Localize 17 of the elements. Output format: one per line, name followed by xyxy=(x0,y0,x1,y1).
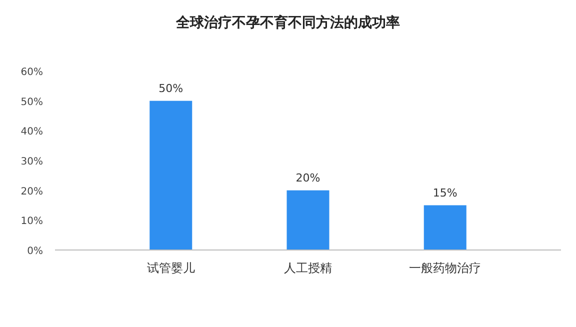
chart-title: 全球治疗不孕不育不同方法的成功率 xyxy=(175,14,400,31)
y-tick-label: 30% xyxy=(20,156,43,168)
x-tick-label: 试管婴儿 xyxy=(146,261,195,275)
data-label: 15% xyxy=(432,186,458,200)
y-tick-label: 50% xyxy=(20,96,43,108)
data-label: 20% xyxy=(296,171,320,184)
bar xyxy=(286,190,330,250)
y-tick-label: 60% xyxy=(20,67,43,78)
data-label: 50% xyxy=(158,82,184,95)
y-tick-label: 0% xyxy=(27,246,43,257)
bar xyxy=(424,205,466,250)
bar xyxy=(150,100,192,250)
x-tick-label: 一般药物治疗 xyxy=(409,261,482,275)
y-tick-label: 40% xyxy=(20,126,43,138)
y-tick-label: 20% xyxy=(20,186,43,198)
y-tick-label: 10% xyxy=(20,216,43,228)
x-tick-label: 人工授精 xyxy=(284,261,332,275)
